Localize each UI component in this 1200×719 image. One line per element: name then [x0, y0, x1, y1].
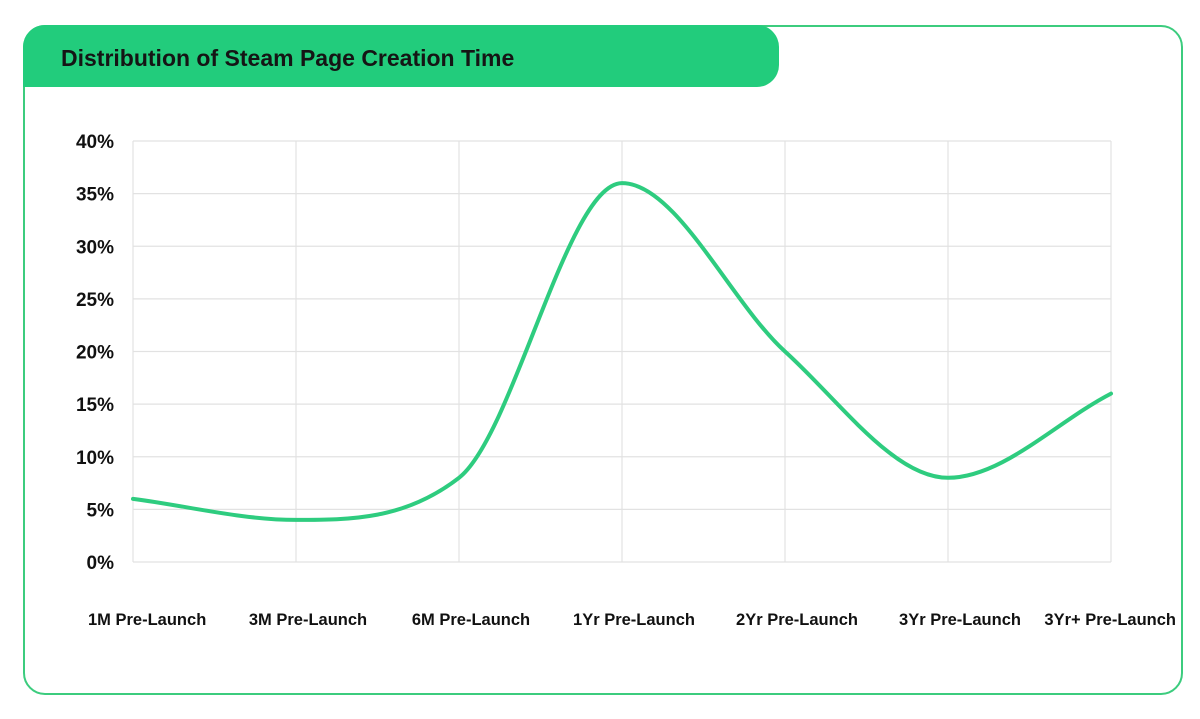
y-tick-label: 0%	[87, 553, 115, 574]
series-line	[131, 181, 1113, 522]
y-tick-label: 40%	[76, 132, 114, 153]
y-tick-label: 15%	[76, 395, 114, 416]
x-tick-label: 1Yr Pre-Launch	[573, 611, 695, 629]
x-tick-label: 3Yr Pre-Launch	[899, 611, 1021, 629]
x-tick-label: 2Yr Pre-Launch	[736, 611, 858, 629]
series-layer	[131, 181, 1113, 522]
y-tick-label: 25%	[76, 290, 114, 311]
x-axis-ticks: 1M Pre-Launch 3M Pre-Launch 6M Pre-Launch 1…	[88, 611, 1176, 629]
y-tick-label: 5%	[87, 500, 115, 521]
x-tick-label: 6M Pre-Launch	[412, 611, 530, 629]
x-tick-label: 3Yr+ Pre-Launch	[1044, 611, 1176, 629]
grid-layer	[132, 140, 1112, 563]
x-tick-label: 3M Pre-Launch	[249, 611, 367, 629]
y-tick-label: 20%	[76, 343, 114, 364]
y-axis-ticks: 0% 5% 10% 15% 20% 25% 30% 35% 40%	[76, 132, 114, 574]
y-tick-label: 35%	[76, 185, 114, 206]
chart-card	[23, 25, 1183, 695]
y-tick-label: 30%	[76, 237, 114, 258]
chart-title: Distribution of Steam Page Creation Time	[61, 45, 515, 71]
x-tick-label: 1M Pre-Launch	[88, 611, 206, 629]
title-bar: Distribution of Steam Page Creation Time	[23, 25, 779, 87]
y-tick-label: 10%	[76, 448, 114, 469]
